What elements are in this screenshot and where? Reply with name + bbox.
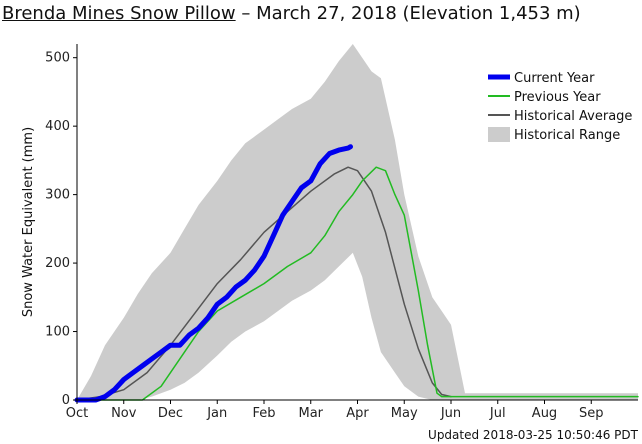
x-tick-label: Aug	[532, 406, 557, 421]
legend-historical-range-label: Historical Range	[514, 128, 620, 143]
y-tick-label: 300	[45, 188, 70, 203]
x-tick-label: May	[391, 406, 418, 421]
x-tick-label: Mar	[298, 406, 323, 421]
series-historical-average-line	[76, 166, 452, 401]
y-axis-label: Snow Water Equivalent (mm)	[21, 127, 36, 317]
y-tick-label: 100	[45, 325, 70, 340]
y-tick-label: 0	[62, 393, 70, 408]
updated-timestamp: Updated 2018-03-25 10:50:46 PDT	[428, 428, 638, 442]
x-tick-label: Feb	[252, 406, 275, 421]
legend-historical-range-swatch	[488, 127, 510, 142]
y-tick-label: 400	[45, 119, 70, 134]
series-previous-year-line	[76, 166, 639, 401]
x-tick-label: Jun	[440, 406, 461, 421]
legend-current-year-label: Current Year	[514, 71, 595, 86]
title-details: – March 27, 2018 (Elevation 1,453 m)	[235, 3, 581, 24]
station-name: Brenda Mines Snow Pillow	[2, 3, 236, 24]
y-tick-label: 200	[45, 256, 70, 271]
x-tick-label: Dec	[158, 406, 183, 421]
x-tick-label: Sep	[579, 406, 604, 421]
x-tick-label: Jan	[206, 406, 227, 421]
x-tick-label: Jul	[489, 406, 506, 421]
legend-historical-average-label: Historical Average	[514, 109, 632, 124]
chart-title: Brenda Mines Snow Pillow – March 27, 201…	[2, 3, 581, 24]
series-current-year-line	[74, 144, 353, 403]
x-tick-label: Oct	[66, 406, 88, 421]
x-tick-label: Nov	[111, 406, 137, 421]
x-tick-label: Apr	[346, 406, 369, 421]
legend-previous-year-label: Previous Year	[514, 90, 601, 105]
y-tick-label: 500	[45, 51, 70, 66]
